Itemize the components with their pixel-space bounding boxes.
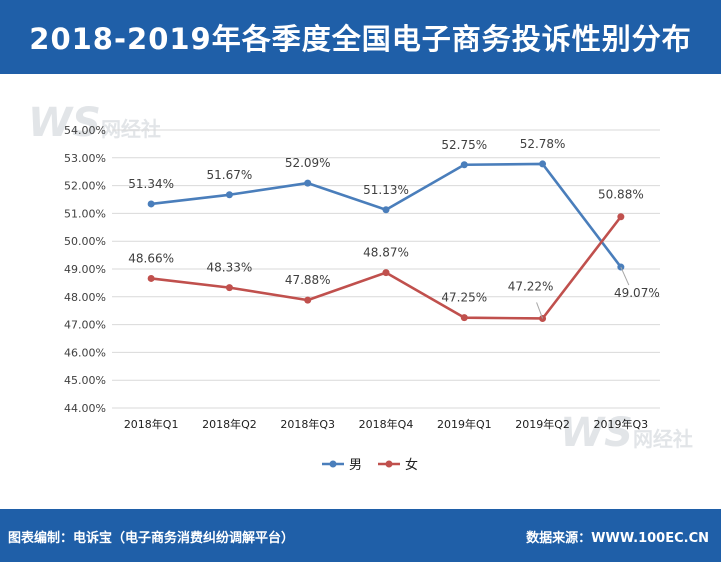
y-tick-label: 46.00% [64,346,106,359]
data-label: 52.78% [520,137,566,151]
y-tick-label: 51.00% [64,207,106,220]
data-label: 51.13% [363,183,409,197]
chart-title-bar: 2018-2019年各季度全国电子商务投诉性别分布 [0,0,721,74]
x-tick-label: 2018年Q1 [124,417,179,431]
data-point [147,274,155,282]
data-point [225,191,233,199]
y-tick-label: 45.00% [64,374,106,387]
data-label: 50.88% [598,188,644,202]
x-tick-label: 2019年Q1 [437,417,492,431]
x-tick-label: 2018年Q2 [202,417,257,431]
data-label: 48.33% [207,261,253,275]
watermark-top-left: WS网经社 [28,100,161,146]
y-tick-label: 47.00% [64,319,106,332]
data-point [460,161,468,169]
y-tick-label: 54.00% [64,124,106,137]
label-leader-line [536,302,544,319]
x-tick-label: 2018年Q4 [359,417,414,431]
legend-swatch-marker [329,460,337,468]
data-label: 51.34% [128,177,174,191]
data-point [225,284,233,292]
data-point [147,200,155,208]
line-chart: 44.00% 45.00% 46.00% 47.00% 48.00% 49.00% 50.0… [64,124,660,473]
y-tick-label: 52.00% [64,180,106,193]
legend-swatch-marker [385,460,393,468]
data-label: 49.07% [614,286,660,300]
data-point [382,269,390,277]
footer-credit: 图表编制：电诉宝（电子商务消费纠纷调解平台） [8,531,295,546]
data-label: 52.75% [441,138,487,152]
label-leader-line [620,266,630,286]
data-label: 48.66% [128,251,174,265]
data-label: 52.09% [285,156,331,170]
legend-label: 男 [349,458,362,473]
page-title: 2018-2019年各季度全国电子商务投诉性别分布 [29,22,692,56]
data-point [382,206,390,214]
data-label: 48.87% [363,246,409,260]
y-tick-label: 53.00% [64,152,106,165]
data-point [539,160,547,168]
footer-source: 数据来源：WWW.100EC.CN [526,531,709,546]
y-tick-label: 49.00% [64,263,106,276]
y-tick-label: 44.00% [64,402,106,415]
y-tick-label: 48.00% [64,291,106,304]
data-label: 47.22% [508,279,554,293]
data-label: 51.67% [207,168,253,182]
data-point [304,179,312,187]
x-tick-label: 2018年Q3 [280,417,335,431]
footer-bar: 图表编制：电诉宝（电子商务消费纠纷调解平台） 数据来源：WWW.100EC.CN [0,509,721,562]
watermark-bottom-right: WS网经社 [560,410,693,456]
x-tick-label: 2019年Q2 [515,417,570,431]
data-point [539,314,547,322]
data-point [460,314,468,322]
chart-area: 44.00% 45.00% 46.00% 47.00% 48.00% 49.00% 50.0… [0,74,721,509]
x-tick-label: 2019年Q3 [594,417,649,431]
data-label: 47.88% [285,273,331,287]
data-label: 47.25% [441,291,487,305]
legend-label: 女 [405,457,418,473]
data-point [617,213,625,221]
y-tick-label: 50.00% [64,235,106,248]
data-point [304,296,312,304]
